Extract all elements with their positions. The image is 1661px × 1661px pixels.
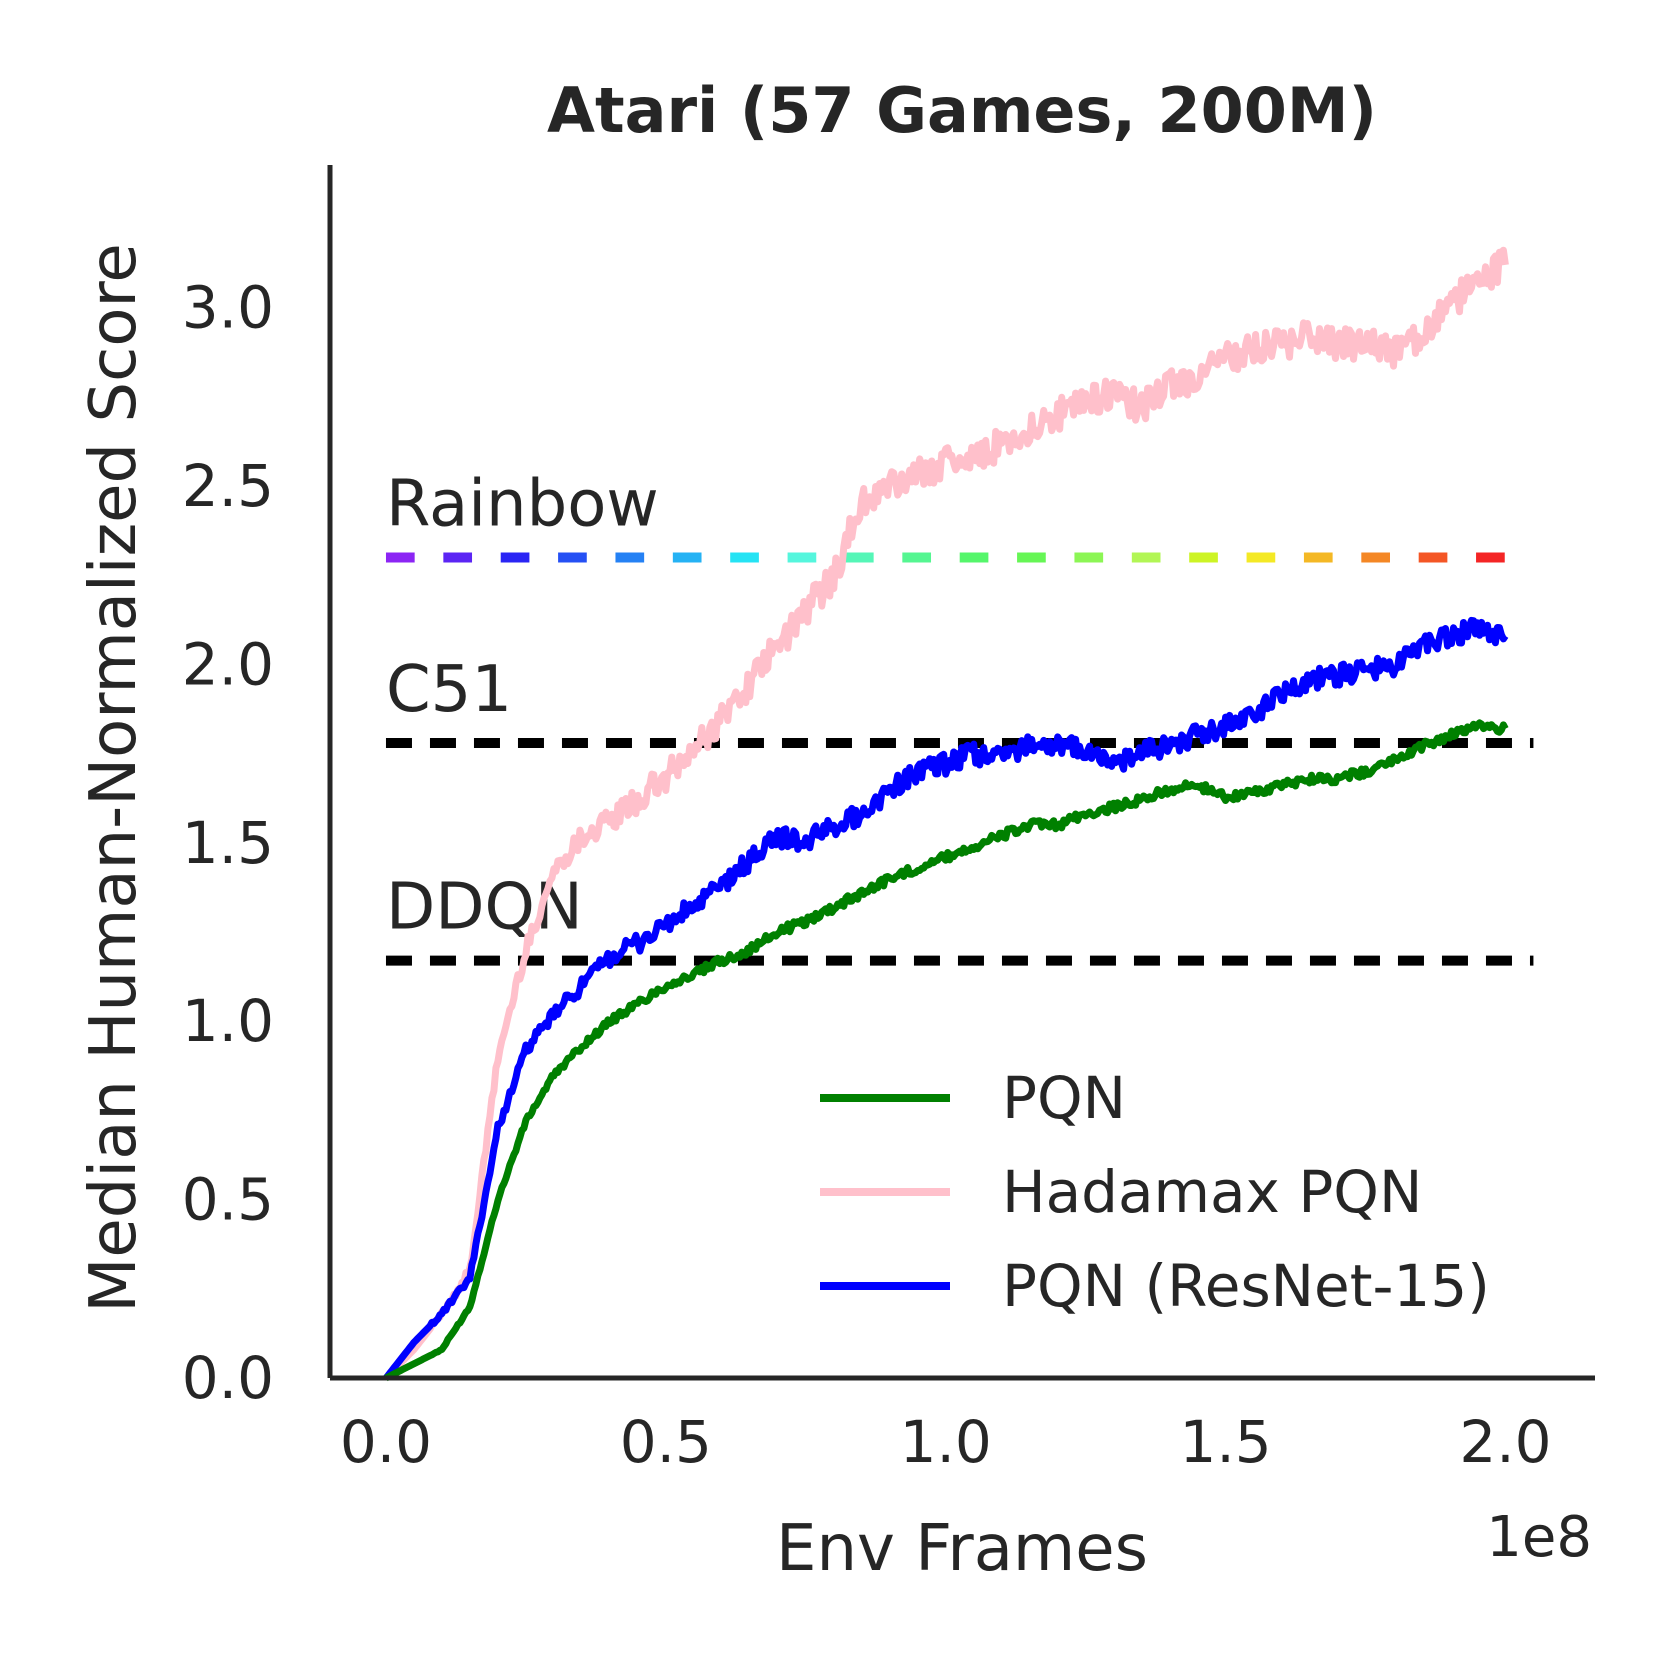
y-tick-label: 3.0 xyxy=(182,274,274,342)
chart-title: Atari (57 Games, 200M) xyxy=(547,74,1377,147)
series-line-pqn-resnet-15- xyxy=(383,616,1509,1381)
legend-label: Hadamax PQN xyxy=(1002,1158,1422,1226)
x-tick-label: 1.5 xyxy=(1179,1408,1271,1476)
reference-label-rainbow: Rainbow xyxy=(386,467,659,541)
reference-line-ddqn: DDQN xyxy=(385,871,1534,966)
legend-item: PQN xyxy=(820,1064,1126,1132)
reference-line-c51: C51 xyxy=(385,653,1534,748)
y-tick-label: 2.5 xyxy=(182,452,274,520)
series-lines xyxy=(383,246,1509,1382)
x-tick-label: 0.0 xyxy=(340,1408,432,1476)
legend: PQN Hadamax PQN PQN (ResNet-15) xyxy=(820,1064,1490,1320)
x-tick-label: 2.0 xyxy=(1459,1408,1551,1476)
legend-item: PQN (ResNet-15) xyxy=(820,1252,1490,1320)
x-offset-label: 1e8 xyxy=(1486,1505,1592,1570)
series-line-hadamax-pqn xyxy=(383,246,1509,1381)
reference-label-c51: C51 xyxy=(386,653,512,727)
reference-line-rainbow: Rainbow xyxy=(385,467,1505,563)
series-line-pqn xyxy=(384,719,1509,1382)
y-tick-label: 0.5 xyxy=(182,1166,274,1234)
y-axis-label: Median Human-Normalized Score xyxy=(77,243,151,1313)
legend-label: PQN xyxy=(1002,1064,1126,1132)
x-tick-label: 0.5 xyxy=(620,1408,712,1476)
ticks: 0.0 0.5 1.0 1.5 2.0 0.0 0.5 1.0 1.5 2.0 2.5 3.0 xyxy=(182,274,1552,1476)
legend-item: Hadamax PQN xyxy=(820,1158,1422,1226)
y-tick-label: 0.0 xyxy=(182,1344,274,1412)
y-tick-label: 1.5 xyxy=(182,809,274,877)
y-tick-label: 2.0 xyxy=(182,630,274,698)
axes xyxy=(327,165,1595,1381)
x-tick-label: 1.0 xyxy=(900,1408,992,1476)
legend-label: PQN (ResNet-15) xyxy=(1002,1252,1490,1320)
reference-lines: Rainbow C51 DDQN xyxy=(385,467,1534,966)
y-tick-label: 1.0 xyxy=(182,987,274,1055)
x-axis-label: Env Frames xyxy=(776,1512,1148,1586)
